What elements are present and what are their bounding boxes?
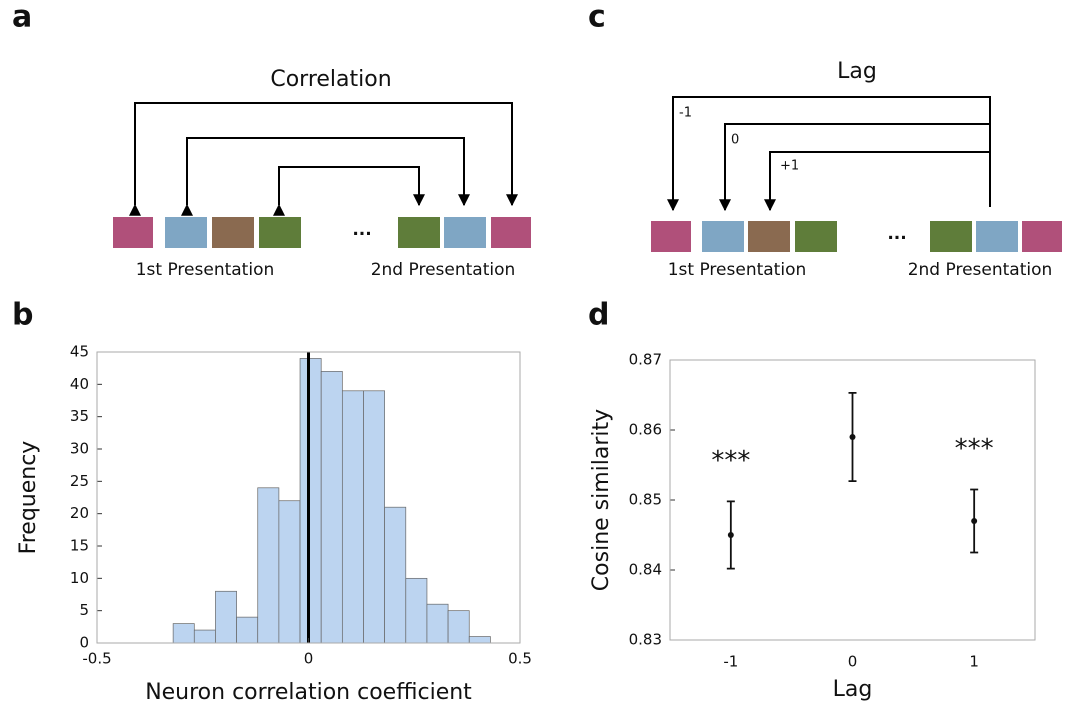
bar bbox=[384, 506, 407, 644]
y-tick-label: 40 bbox=[70, 375, 89, 393]
bar bbox=[193, 629, 216, 644]
lag-label: 0 bbox=[731, 133, 739, 148]
x-tick-label: 1 bbox=[969, 653, 979, 671]
x-axis-label: Neuron correlation coefficient bbox=[145, 680, 472, 705]
panel-label: c bbox=[588, 0, 606, 35]
lag-label: +1 bbox=[780, 159, 799, 174]
bar bbox=[257, 487, 280, 644]
label: 1st Presentation bbox=[136, 260, 275, 280]
y-tick-label: 0.85 bbox=[629, 491, 662, 509]
x-tick-label: -1 bbox=[723, 653, 738, 671]
y-tick-label: 0.87 bbox=[629, 351, 662, 369]
bar bbox=[363, 390, 385, 644]
bar bbox=[405, 577, 428, 644]
y-tick-label: 25 bbox=[70, 472, 89, 490]
bracket bbox=[181, 137, 470, 216]
y-tick-label: 30 bbox=[70, 440, 89, 458]
image bbox=[165, 217, 207, 248]
x-tick-label: 0.5 bbox=[508, 650, 532, 668]
panel-label: b bbox=[12, 298, 33, 333]
y-tick-label: 10 bbox=[70, 569, 89, 587]
y-tick-label: 0.86 bbox=[629, 421, 662, 439]
y-tick-label: 15 bbox=[70, 537, 89, 555]
image bbox=[795, 221, 837, 252]
annotation: *** bbox=[711, 446, 750, 476]
diagram-title: Lag bbox=[837, 59, 877, 84]
y-tick-label: 0 bbox=[79, 634, 89, 652]
y-axis-label: Cosine similarity bbox=[589, 409, 614, 591]
image bbox=[651, 221, 691, 252]
y-tick-label: 45 bbox=[70, 343, 89, 361]
label: 1st Presentation bbox=[668, 260, 807, 280]
image bbox=[976, 221, 1018, 252]
lag-line bbox=[667, 96, 991, 212]
bar bbox=[341, 390, 364, 644]
bar bbox=[172, 623, 195, 644]
image bbox=[1022, 221, 1062, 252]
lag-label: -1 bbox=[679, 106, 692, 121]
ellipsis: ... bbox=[352, 220, 371, 240]
bar bbox=[278, 500, 301, 644]
panel-label: d bbox=[588, 298, 609, 333]
bar bbox=[468, 636, 491, 644]
bar bbox=[299, 358, 322, 644]
bracket bbox=[273, 166, 425, 216]
diagram-c: Lag -1 0 +1 ... 1st Presentation 2nd Pre… bbox=[651, 59, 1062, 280]
annotation: *** bbox=[955, 434, 994, 464]
bar bbox=[320, 371, 343, 644]
point bbox=[727, 532, 734, 538]
point bbox=[849, 434, 856, 440]
bracket bbox=[129, 102, 518, 216]
x-axis-label: Lag bbox=[833, 677, 873, 702]
lag-line bbox=[764, 151, 990, 212]
y-tick-label: 20 bbox=[70, 504, 89, 522]
image bbox=[702, 221, 744, 252]
label: 2nd Presentation bbox=[908, 260, 1053, 280]
image bbox=[113, 217, 153, 248]
plot-frame bbox=[669, 359, 1036, 641]
bar bbox=[236, 616, 259, 644]
image bbox=[212, 217, 254, 248]
image bbox=[444, 217, 486, 248]
diagram-a: Correlation ... 1st Presentation 2nd Pre… bbox=[113, 67, 531, 280]
y-tick-label: 5 bbox=[79, 601, 89, 619]
label: 2nd Presentation bbox=[371, 260, 516, 280]
x-tick-label: 0 bbox=[304, 650, 314, 668]
bar bbox=[447, 610, 470, 644]
x-tick-label: 0 bbox=[848, 653, 858, 671]
diagram-title: Correlation bbox=[270, 67, 391, 92]
bar bbox=[426, 603, 449, 644]
point bbox=[971, 518, 978, 524]
image bbox=[491, 217, 531, 248]
x-tick-label: -0.5 bbox=[82, 650, 111, 668]
image bbox=[748, 221, 790, 252]
y-tick-label: 35 bbox=[70, 407, 89, 425]
image bbox=[259, 217, 301, 248]
y-axis-label: Frequency bbox=[16, 441, 41, 555]
plot-frame bbox=[96, 351, 521, 644]
bar bbox=[215, 590, 237, 644]
y-tick-label: 0.84 bbox=[629, 561, 662, 579]
ellipsis: ... bbox=[887, 224, 906, 244]
image bbox=[398, 217, 440, 248]
image bbox=[930, 221, 972, 252]
lag-line bbox=[719, 123, 990, 212]
y-tick-label: 0.83 bbox=[629, 631, 662, 649]
panel-label: a bbox=[12, 0, 32, 35]
